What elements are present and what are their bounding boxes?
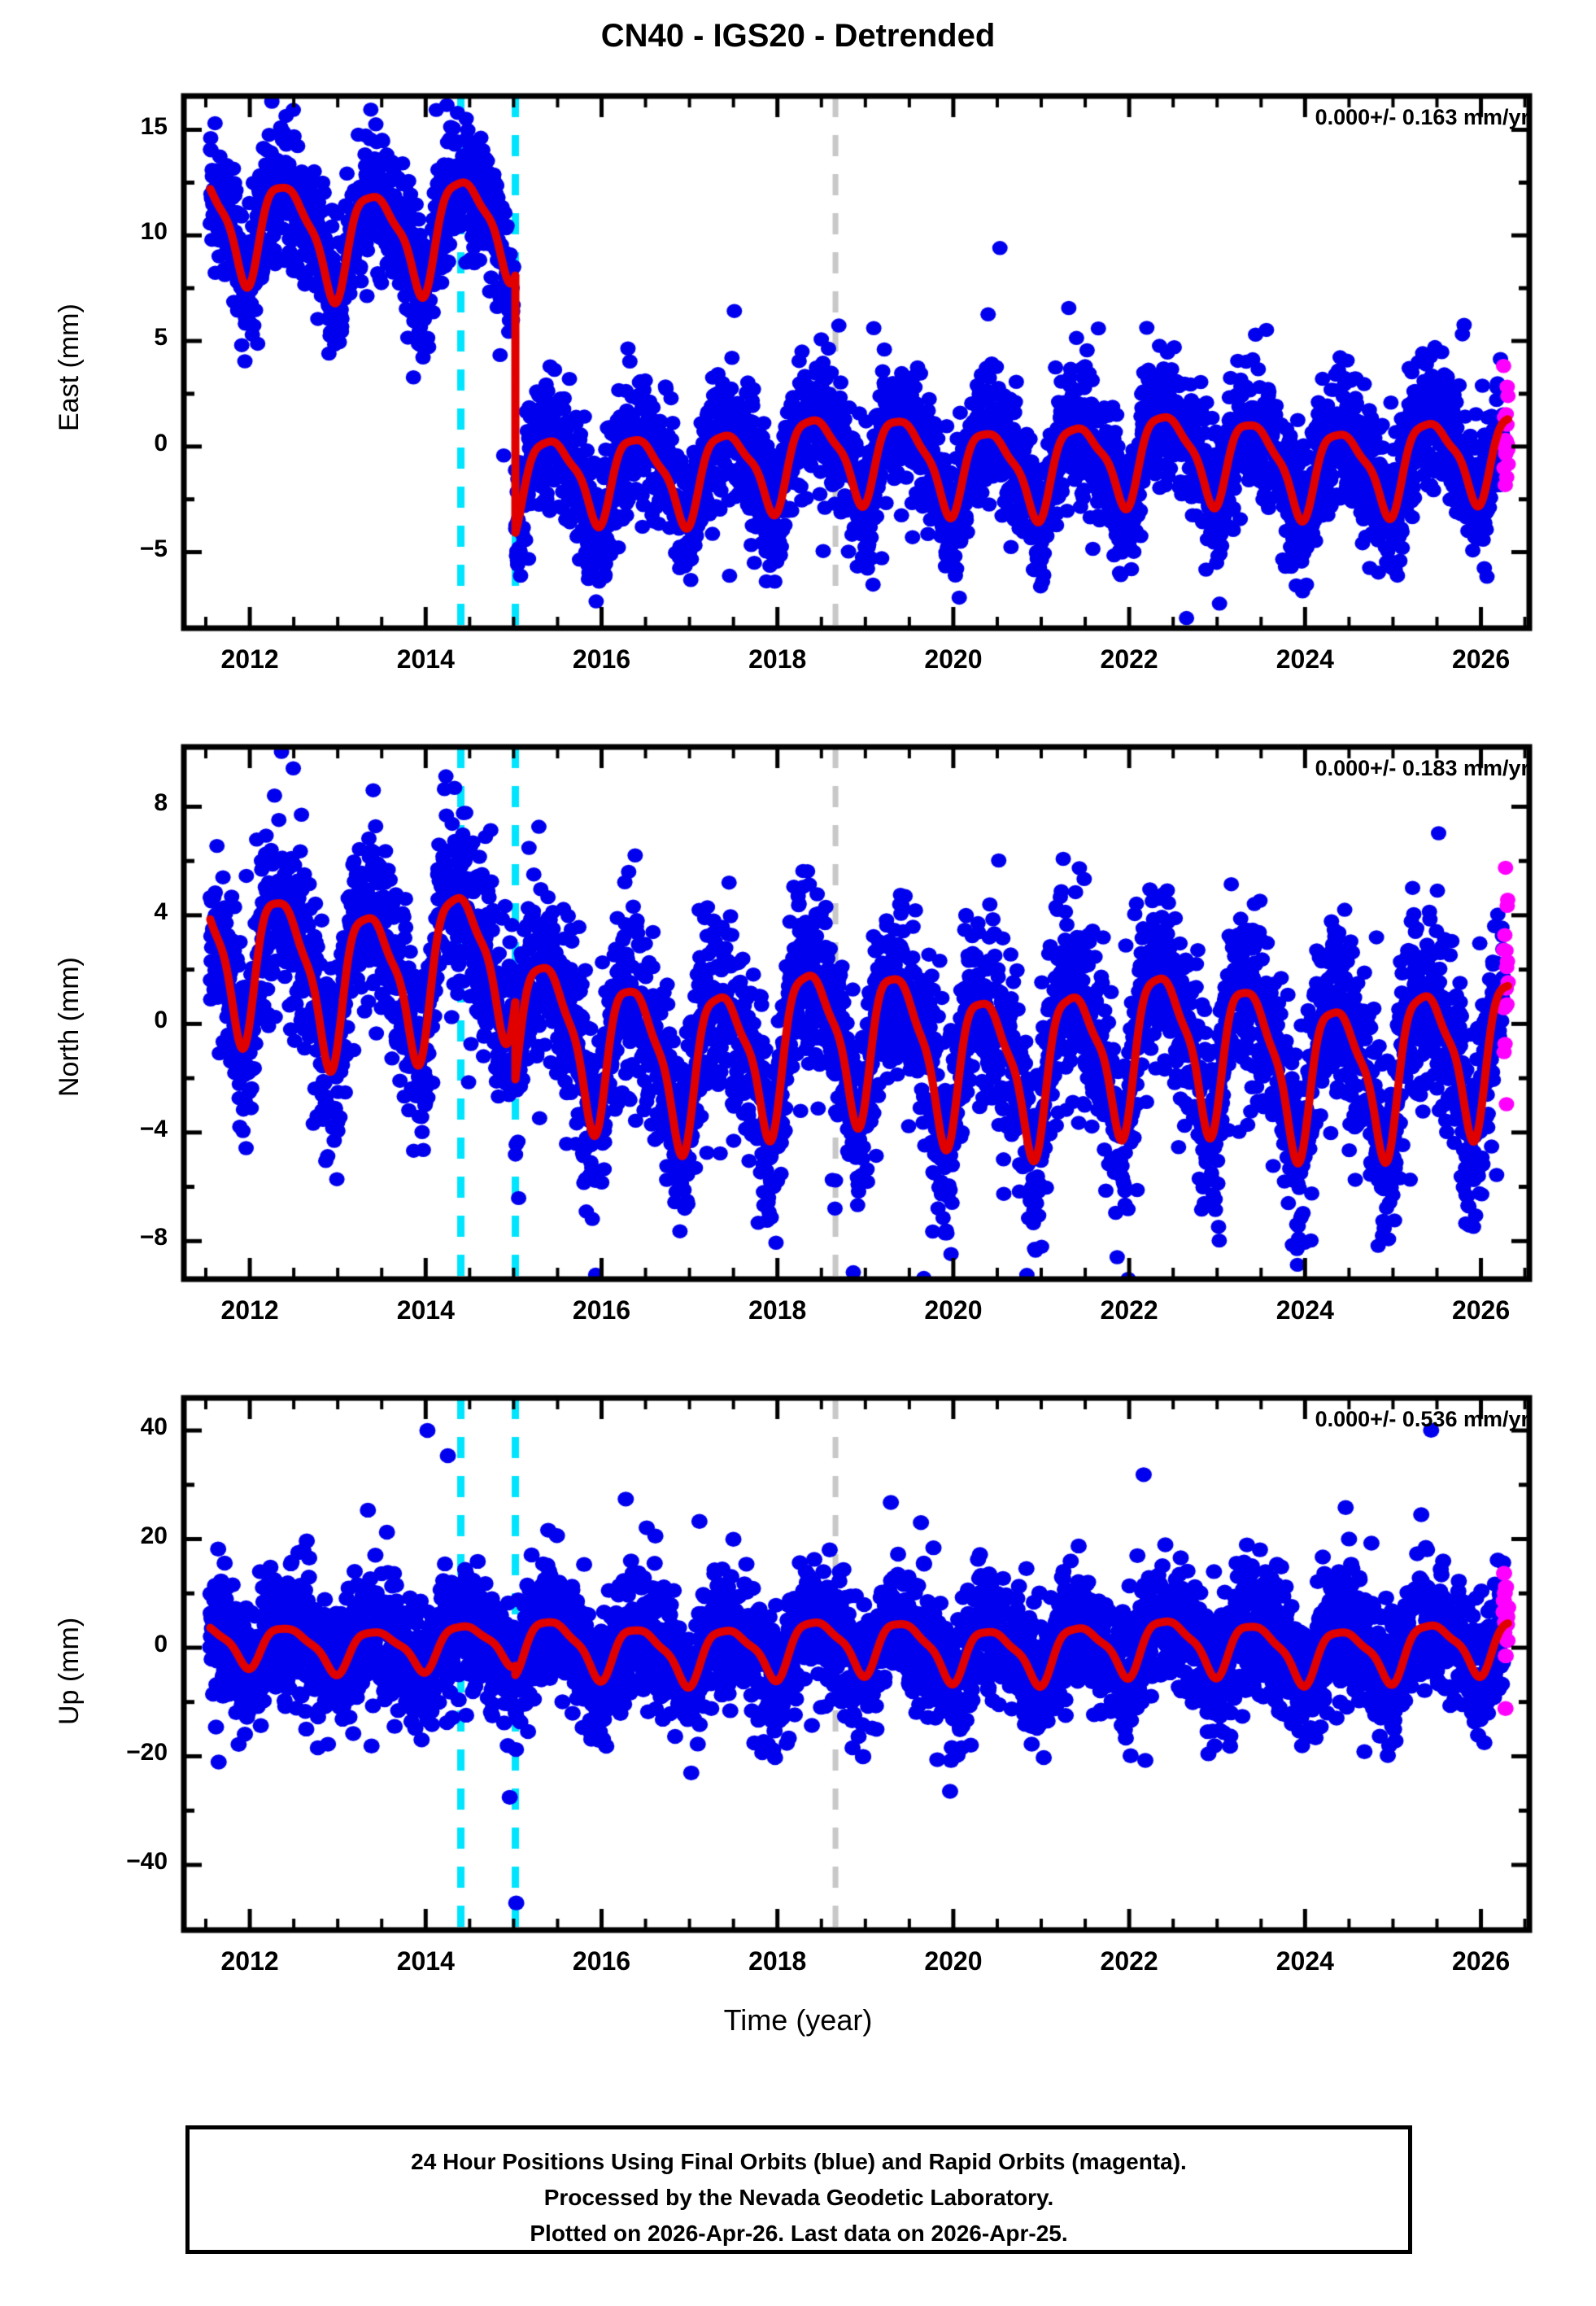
- xtick-east-3: 2018: [748, 644, 807, 674]
- rate-label-north: 0.000+/- 0.183 mm/yr: [1315, 756, 1529, 780]
- xtick-north-6: 2024: [1275, 1295, 1334, 1325]
- ytick-north-0: 8: [154, 789, 168, 817]
- page-title: CN40 - IGS20 - Detrended: [600, 18, 996, 54]
- xtick-east-0: 2012: [220, 644, 279, 674]
- axis-title-time: Time (year): [723, 2003, 873, 2037]
- ytick-up-1: 20: [140, 1522, 168, 1549]
- xtick-up-1: 2014: [396, 1946, 455, 1976]
- xtick-east-2: 2016: [572, 644, 631, 674]
- xtick-up-0: 2012: [220, 1946, 279, 1976]
- xtick-east-1: 2014: [396, 644, 455, 674]
- xtick-north-4: 2020: [924, 1295, 983, 1325]
- xtick-north-5: 2022: [1100, 1295, 1158, 1325]
- xtick-north-1: 2014: [396, 1295, 455, 1325]
- ytick-up-2: 0: [154, 1630, 168, 1657]
- xtick-east-5: 2022: [1100, 644, 1158, 674]
- axis-title-east: East (mm): [54, 304, 85, 431]
- ytick-east-2: 5: [154, 324, 168, 352]
- ytick-north-1: 4: [154, 898, 168, 925]
- xtick-north-7: 2026: [1451, 1295, 1511, 1325]
- xtick-east-4: 2020: [924, 644, 983, 674]
- ytick-north-4: −8: [139, 1224, 168, 1251]
- xtick-north-0: 2012: [220, 1295, 279, 1325]
- ytick-north-2: 0: [154, 1007, 168, 1034]
- rate-label-up: 0.000+/- 0.536 mm/yr: [1315, 1407, 1529, 1431]
- ytick-north-3: −4: [139, 1115, 168, 1142]
- xtick-north-2: 2016: [572, 1295, 631, 1325]
- footer-line-2: Processed by the Nevada Geodetic Laborat…: [543, 2185, 1054, 2210]
- xtick-up-2: 2016: [572, 1946, 631, 1976]
- xtick-north-3: 2018: [748, 1295, 807, 1325]
- xtick-up-3: 2018: [748, 1946, 807, 1976]
- ytick-up-4: −40: [126, 1847, 168, 1875]
- xtick-east-6: 2024: [1275, 644, 1334, 674]
- rate-label-east: 0.000+/- 0.163 mm/yr: [1315, 105, 1529, 129]
- footer-note-box: 24 Hour Positions Using Final Orbits (bl…: [185, 2125, 1412, 2254]
- footer-line-3: Plotted on 2026-Apr-26. Last data on 202…: [530, 2221, 1068, 2246]
- xtick-up-6: 2024: [1275, 1946, 1334, 1976]
- xtick-up-4: 2020: [924, 1946, 983, 1976]
- ytick-east-0: 15: [140, 112, 168, 140]
- ytick-up-3: −20: [126, 1739, 168, 1767]
- ytick-east-4: −5: [139, 535, 168, 562]
- xtick-east-7: 2026: [1451, 644, 1511, 674]
- xtick-up-7: 2026: [1451, 1946, 1511, 1976]
- ytick-up-0: 40: [140, 1413, 168, 1441]
- ytick-east-3: 0: [154, 429, 168, 456]
- footer-line-1: 24 Hour Positions Using Final Orbits (bl…: [411, 2149, 1187, 2174]
- xtick-up-5: 2022: [1100, 1946, 1158, 1976]
- ytick-east-1: 10: [140, 218, 168, 246]
